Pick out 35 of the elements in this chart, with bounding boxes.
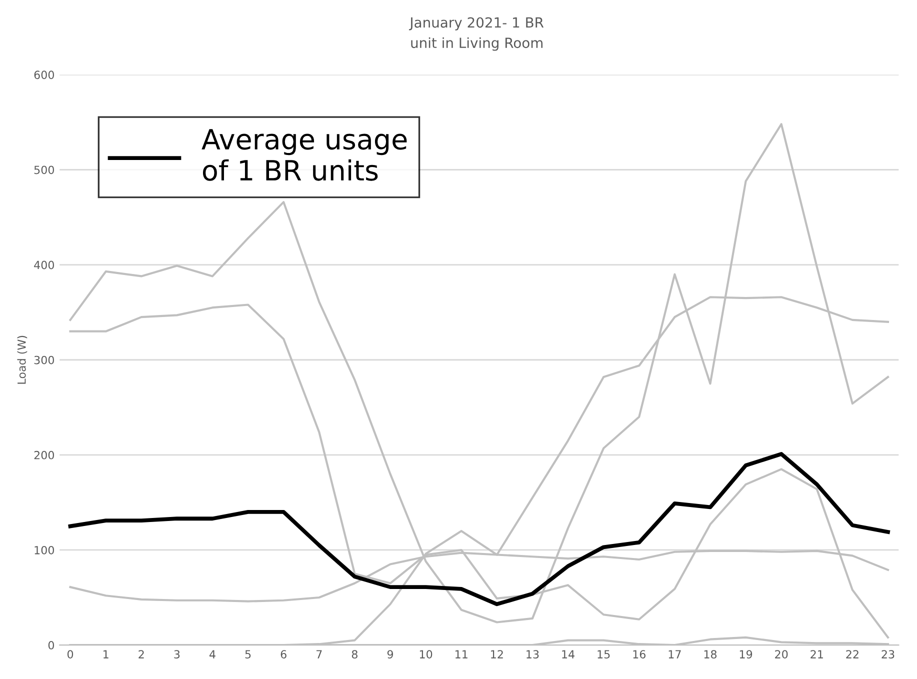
y-axis-title: Load (W)	[17, 336, 28, 384]
x-tick-label: 2	[138, 650, 144, 658]
x-tick-label: 5	[245, 650, 251, 659]
x-tick-label: 10	[420, 650, 432, 659]
x-tick-label: 11	[456, 650, 468, 658]
chart-subtitle: unit in Living Room	[411, 37, 542, 51]
x-tick-label: 9	[387, 650, 394, 659]
x-tick-label: 23	[882, 650, 894, 659]
x-tick-label: 15	[598, 650, 610, 659]
x-tick-label: 18	[704, 650, 717, 659]
x-tick-label: 1	[104, 650, 108, 658]
x-tick-label: 17	[668, 650, 681, 658]
x-tick-label: 16	[633, 650, 646, 659]
x-tick-label: 8	[352, 650, 358, 659]
x-tick-label: 20	[775, 650, 788, 659]
y-tick-label: 600	[34, 70, 54, 80]
x-tick-label: 22	[846, 650, 858, 658]
legend-label: Average usage of 1 BR units	[202, 129, 407, 181]
x-tick-label: 13	[526, 650, 539, 659]
y-tick-label: 500	[34, 166, 54, 174]
y-tick-label: 400	[34, 260, 54, 270]
x-tick-label: 14	[562, 650, 574, 658]
x-tick-label: 21	[810, 650, 823, 658]
x-tick-label: 6	[280, 650, 286, 659]
x-tick-label: 7	[316, 650, 322, 658]
y-tick-label: 100	[34, 546, 54, 554]
y-tick-label: 0	[48, 641, 54, 650]
x-tick-label: 4	[209, 650, 216, 658]
x-tick-label: 0	[67, 650, 74, 659]
x-tick-label: 19	[740, 650, 752, 659]
x-tick-label: 12	[491, 650, 503, 658]
y-tick-label: 200	[34, 450, 54, 460]
y-tick-label: 300	[34, 356, 54, 364]
chart-title: January 2021- 1 BR	[408, 17, 544, 30]
x-tick-label: 3	[174, 650, 180, 659]
